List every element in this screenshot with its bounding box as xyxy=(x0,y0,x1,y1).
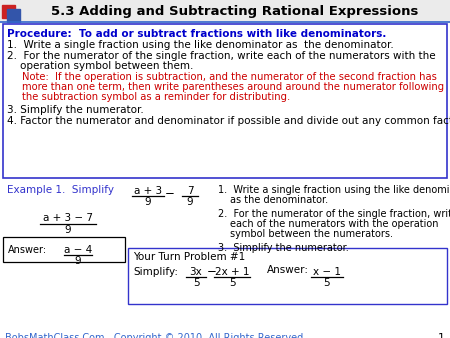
Text: 9: 9 xyxy=(65,225,71,235)
FancyBboxPatch shape xyxy=(128,248,447,304)
Text: 5: 5 xyxy=(324,278,330,288)
Bar xyxy=(0,0,450,22)
FancyBboxPatch shape xyxy=(3,237,125,262)
Text: 5: 5 xyxy=(229,278,235,288)
Text: x − 1: x − 1 xyxy=(313,267,341,277)
Text: the subtraction symbol as a reminder for distributing.: the subtraction symbol as a reminder for… xyxy=(22,92,290,102)
Text: Note:  If the operation is subtraction, and the numerator of the second fraction: Note: If the operation is subtraction, a… xyxy=(22,72,437,82)
Text: BobsMathClass.Com   Copyright © 2010  All Rights Reserved.: BobsMathClass.Com Copyright © 2010 All R… xyxy=(5,333,306,338)
Text: as the denominator.: as the denominator. xyxy=(230,195,328,205)
Text: Example 1.  Simplify: Example 1. Simplify xyxy=(7,185,114,195)
Text: 9: 9 xyxy=(145,197,151,207)
Text: 2.  For the numerator of the single fraction, write each of the numerators with : 2. For the numerator of the single fract… xyxy=(7,51,436,61)
Text: 5: 5 xyxy=(193,278,199,288)
Text: 3. Simplify the numerator.: 3. Simplify the numerator. xyxy=(7,105,144,115)
Text: 9: 9 xyxy=(75,256,81,266)
Text: 4. Factor the numerator and denominator if possible and divide out any common fa: 4. Factor the numerator and denominator … xyxy=(7,116,450,126)
Text: 1.  Write a single fraction using the like denominator: 1. Write a single fraction using the lik… xyxy=(218,185,450,195)
Text: Answer:: Answer: xyxy=(8,245,47,255)
Text: a + 3 − 7: a + 3 − 7 xyxy=(43,213,93,223)
Text: 9: 9 xyxy=(187,197,194,207)
Text: −: − xyxy=(165,187,175,199)
Text: 3.  Simplify the numerator.: 3. Simplify the numerator. xyxy=(218,243,349,253)
Bar xyxy=(2,5,15,18)
FancyBboxPatch shape xyxy=(3,24,447,178)
Text: operation symbol between them.: operation symbol between them. xyxy=(20,61,194,71)
Text: Procedure:  To add or subtract fractions with like denominators.: Procedure: To add or subtract fractions … xyxy=(7,29,387,39)
Text: 2.  For the numerator of the single fraction, write: 2. For the numerator of the single fract… xyxy=(218,209,450,219)
Text: 1: 1 xyxy=(438,333,445,338)
Text: symbol between the numerators.: symbol between the numerators. xyxy=(230,229,393,239)
Text: each of the numerators with the operation: each of the numerators with the operatio… xyxy=(230,219,438,229)
Text: Answer:: Answer: xyxy=(267,265,309,275)
Text: 2x + 1: 2x + 1 xyxy=(215,267,249,277)
Text: Simplify:: Simplify: xyxy=(133,267,178,277)
Text: 5.3 Adding and Subtracting Rational Expressions: 5.3 Adding and Subtracting Rational Expr… xyxy=(51,5,419,19)
Text: 1.  Write a single fraction using the like denominator as  the denominator.: 1. Write a single fraction using the lik… xyxy=(7,40,394,50)
Text: 7: 7 xyxy=(187,186,194,196)
Text: Your Turn Problem #1: Your Turn Problem #1 xyxy=(133,252,245,262)
Text: a + 3: a + 3 xyxy=(134,186,162,196)
Text: −: − xyxy=(207,266,217,279)
Text: 3x: 3x xyxy=(189,267,202,277)
Bar xyxy=(7,9,20,22)
Text: more than one term, then write parentheses around around the numerator following: more than one term, then write parenthes… xyxy=(22,82,444,92)
Text: a − 4: a − 4 xyxy=(64,245,92,255)
